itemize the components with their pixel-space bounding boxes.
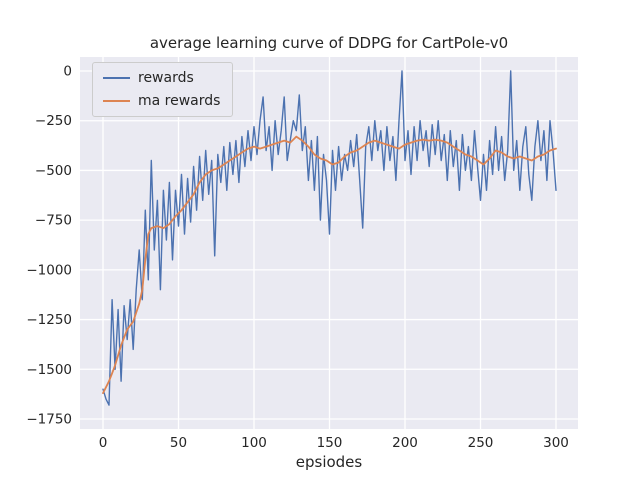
x-tick-label: 150 [317, 435, 343, 451]
x-tick-label: 300 [543, 435, 569, 451]
x-tick-label: 250 [468, 435, 494, 451]
x-axis-label: epsiodes [295, 453, 363, 471]
y-tick-label: −750 [35, 213, 72, 229]
legend-item-rewards: rewards [103, 70, 220, 86]
y-tick-label: −1000 [26, 262, 72, 278]
rewards-line-swatch [103, 77, 130, 79]
legend-item-ma-rewards: ma rewards [103, 93, 220, 109]
legend-label-ma-rewards: ma rewards [138, 93, 221, 109]
y-tick-label: −250 [35, 113, 72, 129]
x-tick-label: 0 [99, 435, 108, 451]
legend-label-rewards: rewards [138, 70, 194, 86]
y-tick-label: −1750 [26, 412, 72, 428]
chart-title: average learning curve of DDPG for CartP… [149, 34, 509, 52]
x-tick-label: 200 [392, 435, 418, 451]
ma-rewards-line-swatch [103, 100, 130, 102]
y-tick-label: 0 [63, 64, 72, 80]
ma-rewards-line [102, 135, 557, 395]
y-tick-label: −1250 [26, 312, 72, 328]
rewards-line [102, 70, 557, 406]
legend: rewards ma rewards [92, 62, 234, 117]
x-tick-label: 100 [241, 435, 267, 451]
x-tick-label: 50 [170, 435, 187, 451]
y-tick-label: −500 [35, 163, 72, 179]
y-tick-label: −1500 [26, 362, 72, 378]
